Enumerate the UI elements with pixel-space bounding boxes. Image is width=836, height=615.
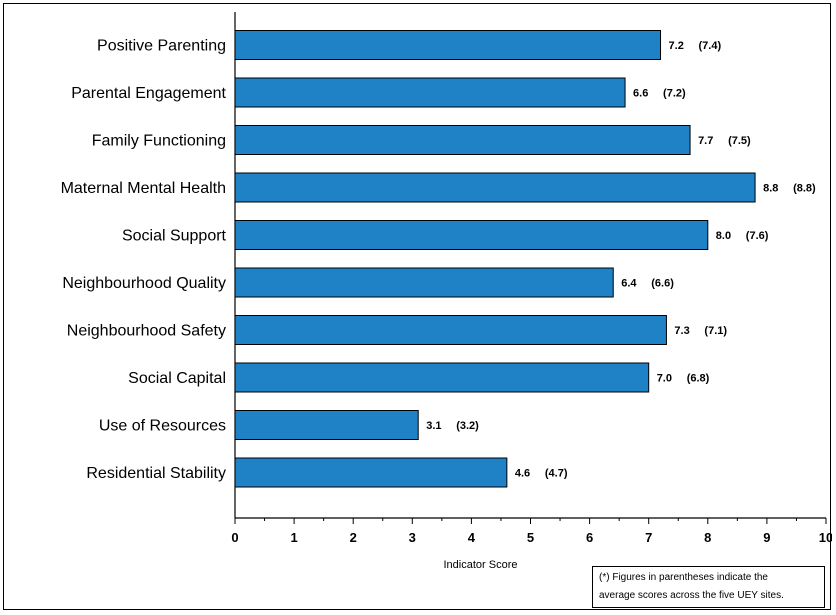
x-tick-label: 3 xyxy=(409,530,416,545)
x-tick-label: 9 xyxy=(763,530,770,545)
value-label: 6.4 xyxy=(621,278,637,290)
bar xyxy=(234,457,508,488)
value-label: 7.7 xyxy=(698,135,713,147)
category-label: Family Functioning xyxy=(92,133,226,150)
average-label: (6.8) xyxy=(687,373,710,385)
value-label: 8.0 xyxy=(716,230,731,242)
average-label: (4.7) xyxy=(545,468,568,480)
bar xyxy=(234,410,419,440)
x-tick-label: 5 xyxy=(527,530,534,545)
value-label: 7.2 xyxy=(669,40,684,52)
category-label: Maternal Mental Health xyxy=(61,180,226,197)
bar xyxy=(234,30,662,60)
bar xyxy=(234,220,709,250)
average-label: (6.6) xyxy=(651,278,674,290)
category-label: Neighbourhood Quality xyxy=(62,275,226,292)
value-label: 4.6 xyxy=(515,468,530,480)
average-label: (8.8) xyxy=(793,183,816,195)
average-label: (7.4) xyxy=(699,40,722,52)
value-label: 7.3 xyxy=(674,325,689,337)
value-label: 3.1 xyxy=(426,420,441,432)
value-label: 7.0 xyxy=(657,373,672,385)
category-label: Residential Stability xyxy=(86,465,226,482)
category-label: Social Capital xyxy=(128,370,226,387)
bar xyxy=(234,125,691,155)
footnote-line-1: (*) Figures in parentheses indicate the xyxy=(599,572,768,583)
bar xyxy=(234,172,756,203)
x-tick-label: 10 xyxy=(819,530,832,545)
category-label: Parental Engagement xyxy=(71,85,226,102)
bar xyxy=(234,362,650,393)
bar xyxy=(234,77,626,108)
average-label: (7.5) xyxy=(728,135,751,147)
x-tick-label: 8 xyxy=(704,530,711,545)
footnote-line-2: average scores across the five UEY sites… xyxy=(599,590,784,601)
x-tick-label: 2 xyxy=(350,530,357,545)
value-label: 8.8 xyxy=(763,183,778,195)
average-label: (3.2) xyxy=(456,420,479,432)
x-tick-label: 6 xyxy=(586,530,593,545)
value-label: 6.6 xyxy=(633,88,648,100)
chart-frame: 0 1 2 3 4 5 6 7 8 9 10 Indicator Score Positive Pare… xyxy=(3,3,832,610)
category-label: Use of Resources xyxy=(99,418,226,435)
x-tick-label: 7 xyxy=(645,530,652,545)
x-tick-label: 4 xyxy=(468,530,476,545)
category-label: Positive Parenting xyxy=(97,38,226,55)
x-axis-title: Indicator Score xyxy=(444,559,518,571)
category-label: Neighbourhood Safety xyxy=(67,323,226,340)
footnote-box: (*) Figures in parentheses indicate the … xyxy=(592,566,825,608)
average-label: (7.6) xyxy=(746,230,769,242)
average-label: (7.2) xyxy=(663,88,686,100)
bar xyxy=(234,267,614,298)
category-label: Social Support xyxy=(122,228,227,245)
x-tick-label: 1 xyxy=(290,530,297,545)
bar-chart: 0 1 2 3 4 5 6 7 8 9 10 Indicator Score Positive Pare… xyxy=(61,12,832,571)
average-label: (7.1) xyxy=(704,325,727,337)
bar xyxy=(234,315,667,345)
x-tick-label: 0 xyxy=(231,530,238,545)
